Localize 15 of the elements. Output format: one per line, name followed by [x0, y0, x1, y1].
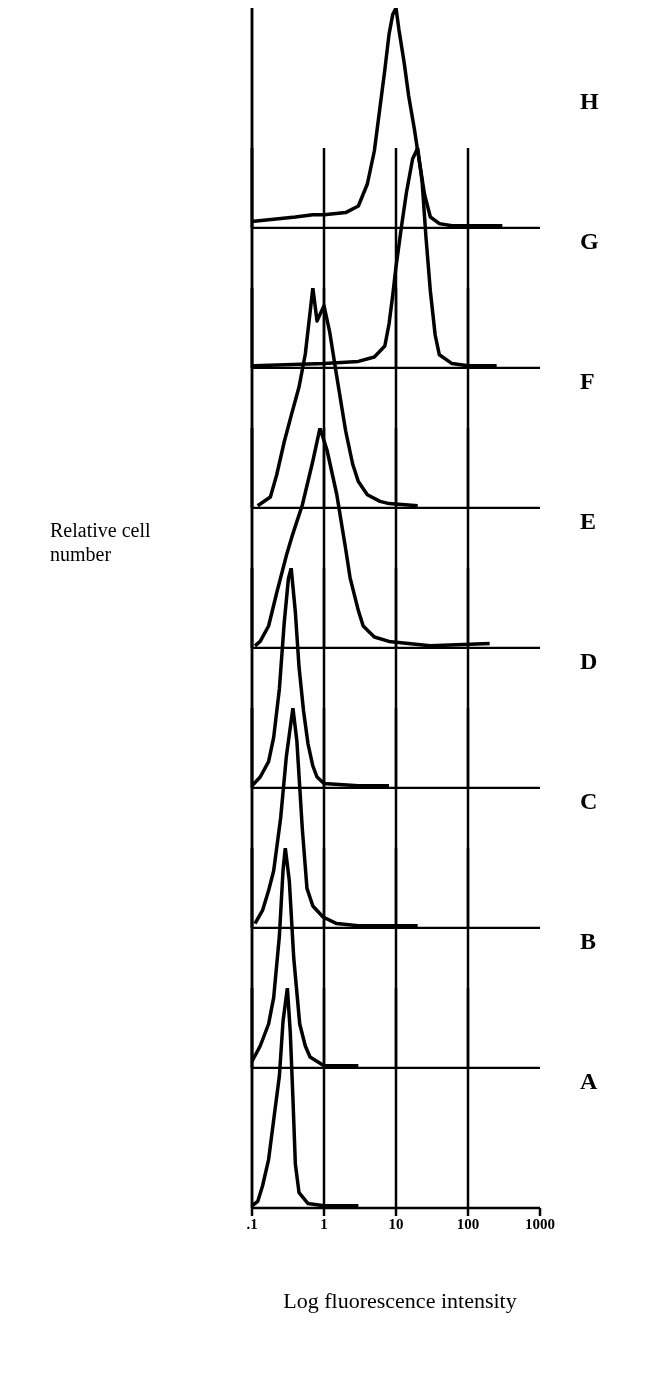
text: C	[580, 788, 598, 815]
x-tick-label: 1000	[525, 1215, 555, 1232]
y-axis-title: Relative cell number	[50, 518, 152, 566]
x-tick-label: 100	[456, 1215, 480, 1232]
text: H	[580, 88, 599, 115]
text: E	[580, 508, 597, 535]
text: G	[580, 228, 599, 255]
x-tick-label: 1	[320, 1215, 328, 1232]
text: F	[580, 368, 595, 395]
x-tick-label: 10	[388, 1215, 404, 1232]
text: A	[580, 1068, 598, 1095]
x-axis-title: Log fluorescence intensity	[282, 1288, 518, 1314]
text: D	[580, 648, 598, 675]
text: B	[580, 928, 597, 955]
x-tick-label: .1	[246, 1215, 258, 1232]
